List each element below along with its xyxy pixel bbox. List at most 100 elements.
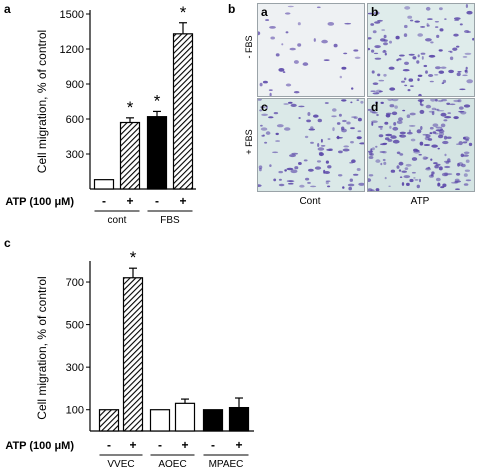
- stained-cell: [426, 24, 430, 27]
- stained-cell: [406, 182, 410, 186]
- stained-cell: [444, 153, 447, 157]
- stained-cell: [265, 19, 270, 21]
- stained-cell: [399, 176, 403, 178]
- stained-cell: [465, 179, 472, 182]
- stained-cell: [435, 26, 439, 28]
- stained-cell: [396, 151, 401, 155]
- atp-sign-VVEC: -: [107, 438, 111, 452]
- stained-cell: [417, 33, 423, 37]
- stained-cell: [420, 103, 424, 107]
- stained-cell: [462, 74, 468, 77]
- stained-cell: [342, 186, 345, 189]
- panel-letter-c: c: [4, 236, 11, 250]
- stained-cell: [327, 138, 331, 140]
- atp-sign-MPAEC: +: [235, 438, 242, 452]
- stained-cell: [321, 39, 328, 44]
- stained-cell: [431, 171, 435, 175]
- stained-cell: [269, 26, 276, 29]
- y-tick-label-a: 900: [66, 79, 84, 91]
- stained-cell: [463, 104, 471, 108]
- stained-cell: [399, 131, 406, 135]
- stained-cell: [371, 121, 374, 126]
- stained-cell: [285, 31, 289, 34]
- stained-cell: [463, 183, 469, 186]
- stained-cell: [316, 6, 321, 9]
- stained-cell: [435, 163, 441, 166]
- stained-cell: [413, 177, 416, 179]
- stained-cell: [444, 172, 449, 177]
- stained-cell: [260, 124, 263, 127]
- stained-cell: [275, 132, 279, 136]
- stained-cell: [258, 165, 263, 169]
- stained-cell: [314, 166, 322, 170]
- stained-cell: [298, 162, 302, 165]
- stained-cell: [262, 134, 265, 137]
- stained-cell: [349, 178, 353, 182]
- stained-cell: [462, 56, 468, 58]
- significance-star-FBS: *: [180, 3, 187, 22]
- stained-cell: [307, 181, 311, 184]
- atp-sign-cont: +: [126, 194, 133, 208]
- stained-cell: [402, 109, 406, 112]
- stained-cell: [359, 142, 364, 145]
- stained-cell: [383, 161, 387, 165]
- stained-cell: [293, 91, 300, 94]
- y-tick-label-c: 300: [66, 362, 84, 374]
- stained-cell: [373, 52, 379, 55]
- stained-cell: [372, 92, 380, 95]
- stained-cell: [288, 182, 294, 185]
- stained-cell: [297, 43, 302, 47]
- stained-cell: [276, 124, 284, 128]
- bar-AOEC-noatp: [149, 409, 171, 432]
- stained-cell: [427, 18, 433, 20]
- stained-cell: [464, 69, 469, 74]
- stained-cell: [391, 99, 399, 102]
- stained-cell: [425, 38, 432, 42]
- stained-cell: [389, 104, 395, 108]
- row-label-minus-fbs: - FBS: [244, 35, 254, 59]
- stained-cell: [462, 141, 468, 144]
- stained-cell: [419, 141, 424, 146]
- stained-cell: [341, 126, 345, 131]
- stained-cell: [341, 99, 347, 102]
- y-tick-label-a: 300: [66, 149, 84, 161]
- stained-cell: [324, 102, 329, 104]
- stained-cell: [418, 153, 422, 156]
- stained-cell: [298, 105, 305, 108]
- stained-cell: [435, 66, 441, 70]
- stained-cell: [434, 165, 439, 169]
- stained-cell: [399, 153, 404, 156]
- micrograph-d-image: [368, 99, 473, 191]
- stained-cell: [399, 54, 405, 57]
- stained-cell: [338, 113, 342, 117]
- stained-cell: [317, 118, 322, 123]
- stained-cell: [447, 112, 451, 114]
- group-label-VVEC: VVEC: [107, 459, 134, 467]
- group-label-MPAEC: MPAEC: [209, 459, 244, 467]
- stained-cell: [327, 185, 331, 188]
- panel-letter-b: b: [228, 2, 236, 16]
- stained-cell: [372, 30, 377, 34]
- stained-cell: [356, 136, 362, 140]
- stained-cell: [453, 33, 459, 37]
- stained-cell: [374, 21, 381, 24]
- stained-cell: [425, 70, 428, 74]
- bar-VVEC-atp: [122, 277, 144, 432]
- y-tick-label-a: 1200: [60, 44, 84, 56]
- stained-cell: [405, 163, 412, 167]
- stained-cell: [418, 93, 422, 96]
- stained-cell: [371, 70, 375, 74]
- stained-cell: [313, 38, 316, 42]
- stained-cell: [344, 22, 352, 25]
- stained-cell: [439, 28, 444, 32]
- bar-FBS-atp: [172, 33, 194, 190]
- stained-cell: [465, 66, 468, 70]
- stained-cell: [368, 47, 371, 51]
- stained-cell: [380, 101, 384, 104]
- stained-cell: [440, 112, 447, 117]
- stained-cell: [466, 79, 473, 84]
- stained-cell: [356, 168, 361, 171]
- stained-cell: [378, 134, 384, 138]
- stained-cell: [442, 183, 447, 188]
- stained-cell: [374, 57, 382, 60]
